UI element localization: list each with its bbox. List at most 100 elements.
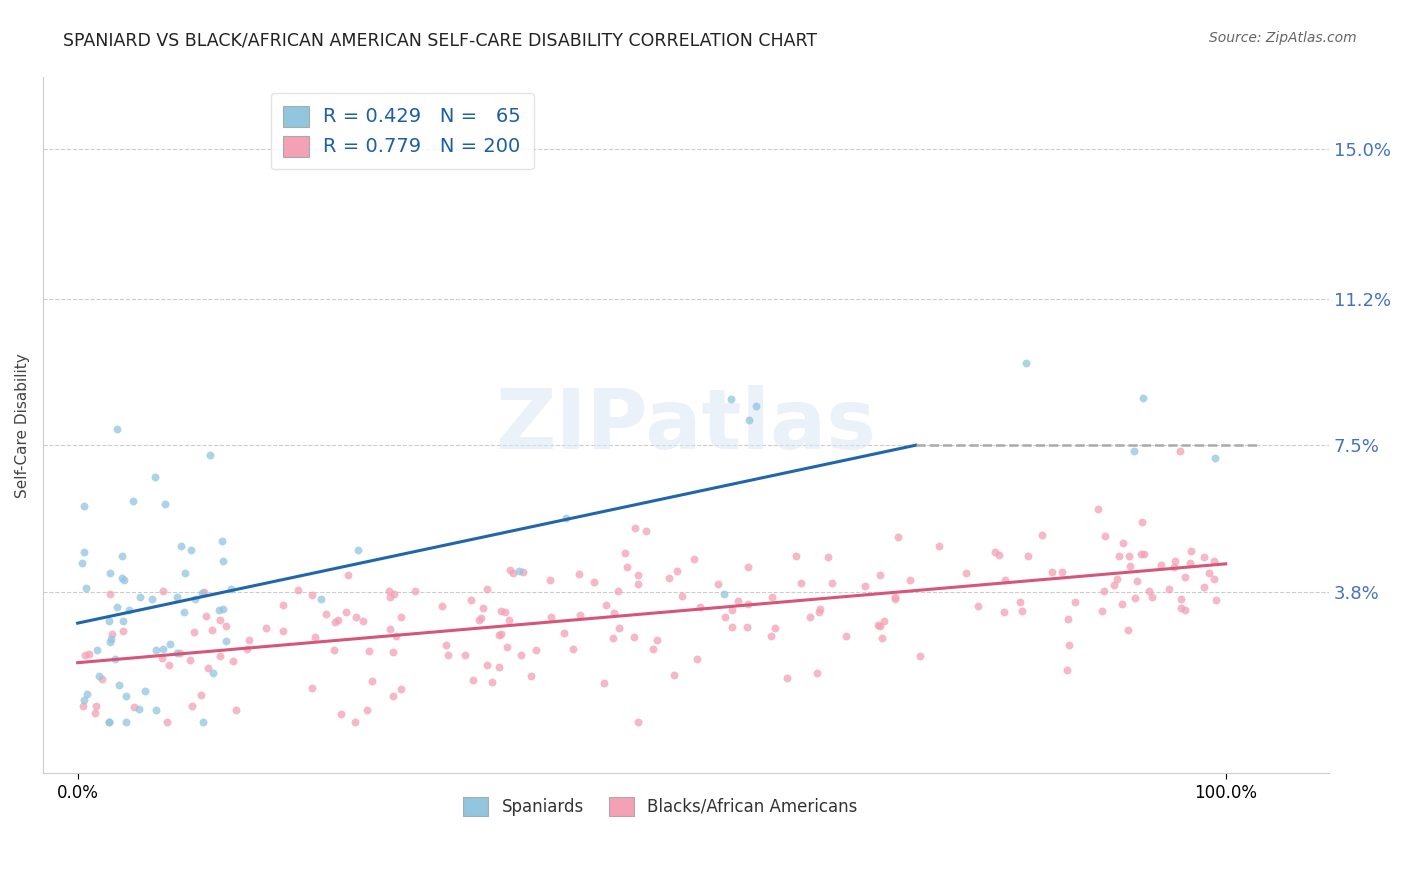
Point: [727, 594, 749, 608]
Point: [785, 549, 807, 564]
Point: [75, 581, 97, 595]
Point: [790, 576, 813, 591]
Point: [607, 621, 630, 635]
Point: [112, 614, 135, 628]
Point: [346, 542, 368, 557]
Point: [524, 642, 547, 657]
Point: [1142, 590, 1164, 604]
Point: [761, 590, 783, 604]
Point: [983, 545, 1005, 559]
Point: [201, 665, 224, 680]
Point: [721, 603, 744, 617]
Point: [360, 673, 382, 688]
Point: [170, 539, 193, 553]
Point: [488, 628, 510, 642]
Point: [481, 675, 503, 690]
Point: [467, 613, 489, 627]
Point: [118, 602, 141, 616]
Point: [1057, 612, 1080, 626]
Point: [183, 624, 205, 639]
Point: [1168, 443, 1191, 458]
Point: [208, 603, 231, 617]
Point: [737, 597, 759, 611]
Point: [152, 641, 174, 656]
Point: [159, 637, 181, 651]
Point: [1031, 528, 1053, 542]
Point: [301, 588, 323, 602]
Point: [928, 539, 950, 553]
Point: [498, 563, 520, 577]
Point: [737, 559, 759, 574]
Point: [1150, 558, 1173, 573]
Point: [197, 660, 219, 674]
Point: [184, 592, 207, 607]
Point: [1130, 547, 1153, 561]
Point: [820, 576, 842, 591]
Point: [645, 633, 668, 648]
Point: [150, 651, 173, 665]
Point: [1174, 603, 1197, 617]
Point: [434, 638, 457, 652]
Point: [111, 624, 134, 639]
Point: [626, 567, 648, 582]
Point: [520, 669, 543, 683]
Legend: Spaniards, Blacks/African Americans: Spaniards, Blacks/African Americans: [456, 789, 866, 824]
Point: [735, 620, 758, 634]
Point: [475, 657, 498, 672]
Point: [713, 587, 735, 601]
Point: [1137, 583, 1160, 598]
Point: [1192, 580, 1215, 594]
Point: [498, 613, 520, 627]
Point: [488, 659, 510, 673]
Point: [1017, 549, 1039, 563]
Point: [323, 643, 346, 657]
Point: [198, 448, 221, 462]
Point: [98, 634, 121, 648]
Point: [967, 599, 990, 614]
Point: [561, 642, 583, 657]
Point: [1180, 556, 1202, 570]
Point: [1057, 638, 1080, 652]
Point: [1102, 578, 1125, 592]
Point: [477, 582, 499, 597]
Point: [471, 601, 494, 615]
Point: [98, 714, 121, 729]
Point: [145, 642, 167, 657]
Point: [108, 678, 131, 692]
Point: [634, 524, 657, 539]
Point: [169, 646, 191, 660]
Point: [463, 673, 485, 687]
Point: [1170, 600, 1192, 615]
Point: [1091, 604, 1114, 618]
Point: [356, 703, 378, 717]
Point: [817, 550, 839, 565]
Point: [834, 629, 856, 643]
Point: [157, 657, 180, 672]
Point: [437, 648, 460, 662]
Point: [309, 592, 332, 607]
Point: [98, 615, 121, 629]
Point: [1202, 572, 1225, 586]
Point: [404, 584, 426, 599]
Point: [100, 632, 122, 647]
Point: [100, 566, 122, 581]
Text: Source: ZipAtlas.com: Source: ZipAtlas.com: [1209, 31, 1357, 45]
Point: [870, 631, 893, 645]
Text: SPANIARD VS BLACK/AFRICAN AMERICAN SELF-CARE DISABILITY CORRELATION CHART: SPANIARD VS BLACK/AFRICAN AMERICAN SELF-…: [63, 31, 817, 49]
Point: [720, 392, 742, 406]
Point: [357, 644, 380, 658]
Point: [1094, 528, 1116, 542]
Point: [73, 499, 96, 513]
Point: [98, 714, 121, 729]
Point: [174, 566, 197, 581]
Point: [855, 579, 877, 593]
Point: [1157, 582, 1180, 597]
Point: [987, 549, 1010, 563]
Point: [389, 682, 412, 697]
Point: [1011, 604, 1033, 618]
Point: [211, 533, 233, 548]
Point: [155, 497, 177, 511]
Point: [193, 585, 215, 599]
Point: [738, 412, 761, 426]
Point: [212, 554, 235, 568]
